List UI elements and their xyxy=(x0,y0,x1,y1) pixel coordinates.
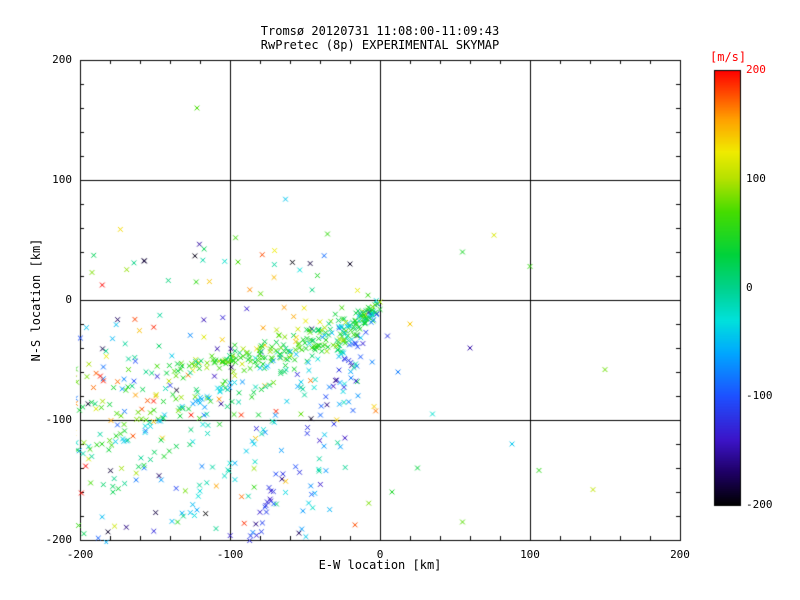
x-tick-label: 200 xyxy=(670,548,690,561)
colorbar-tick-label: 0 xyxy=(746,280,753,294)
colorbar-tick-label: -200 xyxy=(746,498,773,511)
y-tick-label: -100 xyxy=(45,413,73,426)
y-tick-label: 0 xyxy=(65,293,72,306)
figure-title: Tromsø 20120731 11:08:00-11:09:43 xyxy=(260,24,500,38)
y-tick-label: 100 xyxy=(52,173,72,186)
colorbar-tick-label: 200 xyxy=(746,63,766,76)
y-tick-label: 200 xyxy=(52,53,72,66)
x-tick-label: 0 xyxy=(376,548,384,561)
colorbar-unit-label: [m/s] xyxy=(710,50,747,64)
colorbar-tick-label: 100 xyxy=(746,171,766,185)
figure-subtitle: RwPretec (8p) EXPERIMENTAL SKYMAP xyxy=(260,38,500,52)
colorbar-tick-label: -100 xyxy=(746,389,773,403)
x-tick-label: -200 xyxy=(66,548,94,561)
y-tick-label: -200 xyxy=(45,533,73,546)
x-tick-label: -100 xyxy=(216,548,244,561)
x-axis-label: E-W location [km] xyxy=(318,558,442,572)
x-tick-label: 100 xyxy=(520,548,540,561)
